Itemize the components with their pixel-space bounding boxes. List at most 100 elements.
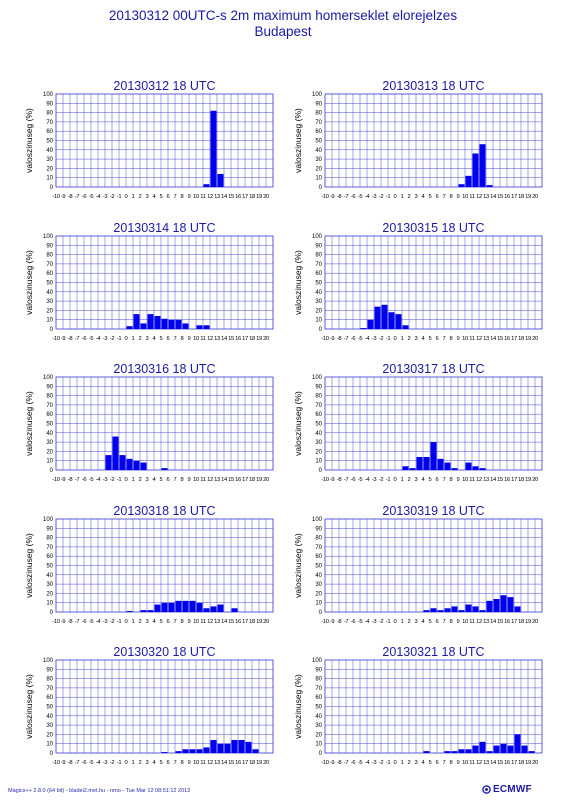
x-tick-label: -8 (68, 477, 73, 483)
x-tick-label: 7 (174, 760, 177, 766)
y-tick-label: 60 (315, 554, 322, 560)
x-tick-label: 8 (181, 619, 184, 625)
x-tick-label: 10 (193, 760, 199, 766)
x-tick-label: 2 (139, 619, 142, 625)
bar (154, 315, 161, 329)
y-tick-label: 40 (46, 714, 53, 720)
x-tick-label: -6 (351, 336, 356, 342)
x-tick-label: -6 (351, 760, 356, 766)
x-tick-label: -8 (337, 477, 342, 483)
y-tick-label: 60 (46, 412, 53, 418)
x-tick-label: -6 (351, 619, 356, 625)
bar (147, 610, 154, 612)
x-tick-label: 20 (532, 760, 538, 766)
x-tick-label: -8 (337, 619, 342, 625)
x-tick-label: 7 (443, 336, 446, 342)
x-tick-label: 16 (504, 336, 510, 342)
x-tick-label: 4 (422, 619, 426, 625)
x-tick-label: 16 (235, 619, 241, 625)
x-tick-label: -2 (110, 760, 115, 766)
y-tick-label: 30 (46, 440, 53, 446)
bar (486, 185, 493, 187)
chart-title: 20130313 18 UTC (382, 79, 484, 93)
y-tick-label: 20 (46, 308, 53, 314)
x-tick-label: 5 (160, 336, 163, 342)
y-axis-label: valoszinuseg (%) (293, 391, 303, 456)
x-tick-label: 11 (200, 619, 205, 625)
x-tick-label: 3 (415, 619, 418, 625)
x-tick-label: 6 (436, 619, 439, 625)
y-tick-label: 60 (46, 129, 53, 135)
bar (479, 144, 486, 187)
x-tick-label: -4 (365, 194, 371, 200)
x-tick-label: -9 (330, 619, 335, 625)
y-tick-label: 0 (50, 610, 54, 616)
y-axis-label: valoszinuseg (%) (293, 250, 303, 315)
x-tick-label: 12 (207, 477, 213, 483)
x-tick-label: -1 (386, 336, 391, 342)
x-tick-label: 0 (125, 477, 128, 483)
x-tick-label: 13 (214, 336, 220, 342)
y-tick-label: 0 (50, 468, 54, 474)
x-tick-label: 3 (146, 194, 149, 200)
x-tick-label: 14 (490, 760, 497, 766)
x-tick-label: 9 (188, 194, 191, 200)
x-tick-label: 2 (139, 760, 142, 766)
x-tick-label: 8 (181, 336, 184, 342)
y-tick-label: 30 (315, 723, 322, 729)
y-tick-label: 90 (315, 667, 322, 673)
x-tick-label: 18 (249, 477, 255, 483)
y-tick-label: 30 (46, 299, 53, 305)
x-tick-label: -7 (75, 336, 80, 342)
bar (479, 741, 486, 753)
bar (423, 456, 430, 470)
y-tick-label: 10 (315, 601, 322, 607)
x-tick-label: 12 (476, 336, 482, 342)
bar (444, 462, 451, 470)
x-tick-label: -8 (68, 336, 73, 342)
chart-panel-3: 20130314 18 UTC0102030405060708090100-10… (24, 221, 274, 342)
x-tick-label: -6 (351, 194, 356, 200)
x-tick-label: 11 (200, 760, 205, 766)
x-tick-label: 19 (256, 619, 262, 625)
y-tick-label: 90 (46, 101, 53, 107)
x-tick-label: 2 (408, 760, 411, 766)
x-tick-label: 19 (525, 477, 531, 483)
x-tick-label: -10 (52, 477, 60, 483)
x-tick-label: 7 (443, 477, 446, 483)
x-tick-label: 18 (249, 336, 255, 342)
bar (182, 749, 189, 753)
y-tick-label: 100 (43, 375, 54, 381)
y-axis-label: valoszinuseg (%) (293, 674, 303, 739)
x-tick-label: 11 (469, 336, 474, 342)
y-tick-label: 20 (315, 166, 322, 172)
x-tick-label: -8 (68, 194, 73, 200)
x-tick-label: 12 (207, 619, 213, 625)
bar (430, 442, 437, 470)
bar (231, 739, 238, 753)
y-tick-label: 20 (46, 449, 53, 455)
y-tick-label: 80 (315, 394, 322, 400)
x-tick-label: 17 (242, 619, 248, 625)
x-tick-label: -10 (321, 477, 329, 483)
bar (423, 751, 430, 753)
x-tick-label: 10 (193, 336, 199, 342)
bar (231, 608, 238, 612)
y-tick-label: 90 (315, 101, 322, 107)
x-tick-label: -1 (386, 477, 391, 483)
bar (458, 749, 465, 753)
bar (479, 610, 486, 612)
x-tick-label: 13 (214, 194, 220, 200)
x-tick-label: -7 (344, 477, 349, 483)
x-tick-label: 3 (415, 760, 418, 766)
bar (486, 600, 493, 612)
x-tick-label: 2 (139, 336, 142, 342)
x-tick-label: -4 (365, 477, 371, 483)
x-tick-label: 4 (153, 619, 157, 625)
y-tick-label: 80 (315, 677, 322, 683)
bar (458, 610, 465, 612)
x-tick-label: 13 (483, 194, 489, 200)
x-tick-label: -9 (61, 194, 66, 200)
bar (168, 319, 175, 329)
x-tick-label: 5 (429, 760, 432, 766)
